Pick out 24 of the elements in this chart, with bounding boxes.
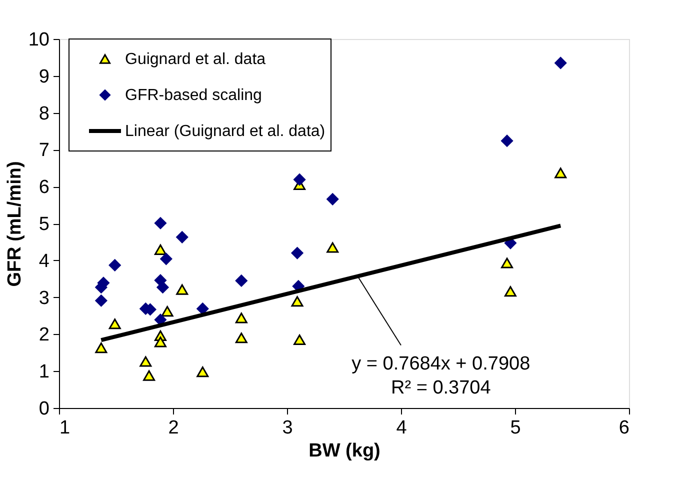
legend-label: Linear (Guignard et al. data): [125, 123, 326, 140]
y-tick-label: 9: [38, 66, 50, 88]
legend-label: Guignard et al. data: [125, 51, 266, 68]
y-tick-label: 3: [38, 288, 50, 309]
legend-label: GFR-based scaling: [125, 87, 262, 104]
x-axis-title: BW (kg): [308, 440, 380, 462]
y-tick-label: 7: [38, 140, 50, 162]
x-tick-label: 5: [510, 418, 521, 438]
x-tick-label: 2: [168, 418, 179, 438]
x-tick-label: 1: [60, 418, 70, 438]
annotation: R² = 0.3704: [390, 378, 492, 399]
y-tick-label: 6: [38, 177, 50, 198]
annotation: y = 0.7684x + 0.7908: [352, 354, 530, 375]
y-tick-label: 8: [38, 103, 50, 124]
y-tick-label: 4: [38, 250, 50, 272]
y-tick-label: 2: [38, 324, 50, 346]
y-tick-label: 0: [38, 398, 50, 420]
y-tick-label: 5: [38, 214, 50, 235]
x-tick-label: 3: [282, 418, 293, 438]
y-axis-title: GFR (mL/min): [4, 161, 26, 287]
y-tick-label: 10: [28, 30, 50, 50]
x-tick-label: 4: [396, 418, 408, 438]
y-tick-label: 1: [38, 362, 50, 383]
x-tick-label: 6: [618, 418, 630, 438]
